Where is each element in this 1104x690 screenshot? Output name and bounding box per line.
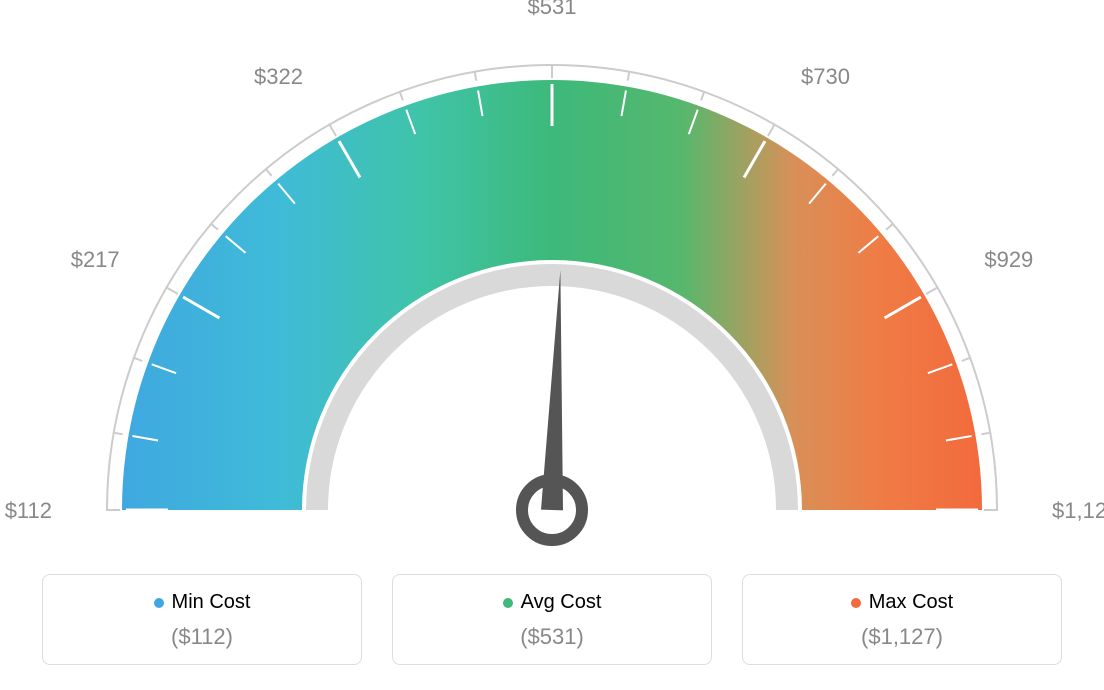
dot-icon [851,598,861,608]
chart-container: $112 $217 $322 $531 $730 $929 $1,127 Min Cost … [0,0,1104,690]
legend-title-max: Max Cost [851,591,953,614]
legend-card-avg: Avg Cost ($531) [392,574,712,665]
gauge-tick-label: $322 [254,64,303,90]
legend-value-avg: ($531) [403,624,701,650]
dot-icon [503,598,513,608]
legend-title-avg: Avg Cost [503,591,602,614]
gauge-tick-label: $112 [5,498,52,524]
legend-value-max: ($1,127) [753,624,1051,650]
gauge-tick-label: $1,127 [1052,498,1104,524]
legend-title-text: Min Cost [172,591,251,614]
gauge-tick-label: $217 [71,247,120,273]
gauge-svg [52,50,1052,570]
legend-title-text: Avg Cost [521,591,602,614]
legend-row: Min Cost ($112) Avg Cost ($531) Max Cost… [0,574,1104,665]
legend-value-min: ($112) [53,624,351,650]
legend-title-text: Max Cost [869,591,953,614]
gauge-tick-label: $929 [984,247,1033,273]
gauge-tick-label: $531 [528,0,577,20]
legend-card-min: Min Cost ($112) [42,574,362,665]
dot-icon [154,598,164,608]
gauge-tick-label: $730 [801,64,850,90]
legend-title-min: Min Cost [154,591,251,614]
gauge-area: $112 $217 $322 $531 $730 $929 $1,127 [0,0,1104,560]
legend-card-max: Max Cost ($1,127) [742,574,1062,665]
